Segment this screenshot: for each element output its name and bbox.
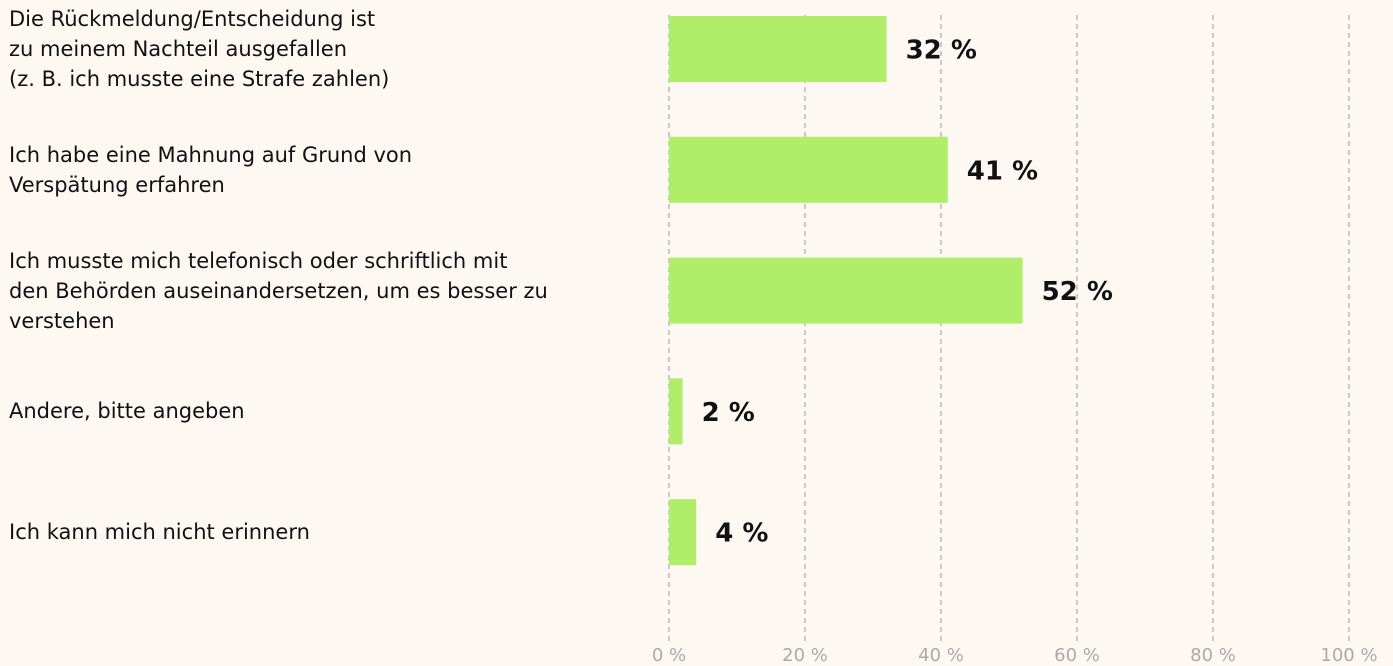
x-tick-label: 100 % — [1320, 645, 1377, 666]
bar — [669, 136, 948, 203]
category-label: Die Rückmeldung/Entscheidung ist zu mein… — [9, 7, 390, 91]
bar — [669, 378, 683, 445]
category-label: Ich musste mich telefonisch oder schrift… — [9, 248, 548, 333]
x-tick-label: 0 % — [652, 645, 686, 666]
x-tick-label: 60 % — [1054, 645, 1100, 666]
value-label: 4 % — [715, 519, 768, 549]
category-label: Ich kann mich nicht erinnern — [9, 520, 310, 545]
value-label: 32 % — [906, 36, 977, 66]
bar — [669, 257, 1023, 324]
value-label: 2 % — [702, 398, 755, 428]
x-tick-label: 80 % — [1190, 645, 1236, 666]
value-label: 52 % — [1042, 277, 1113, 307]
category-label: Andere, bitte angeben — [9, 399, 245, 424]
bar — [669, 499, 697, 566]
bar — [669, 16, 887, 82]
value-label: 41 % — [967, 156, 1038, 186]
x-tick-label: 40 % — [918, 645, 964, 666]
category-label: Ich habe eine Mahnung auf Grund von Vers… — [9, 142, 413, 197]
x-tick-label: 20 % — [782, 645, 828, 666]
